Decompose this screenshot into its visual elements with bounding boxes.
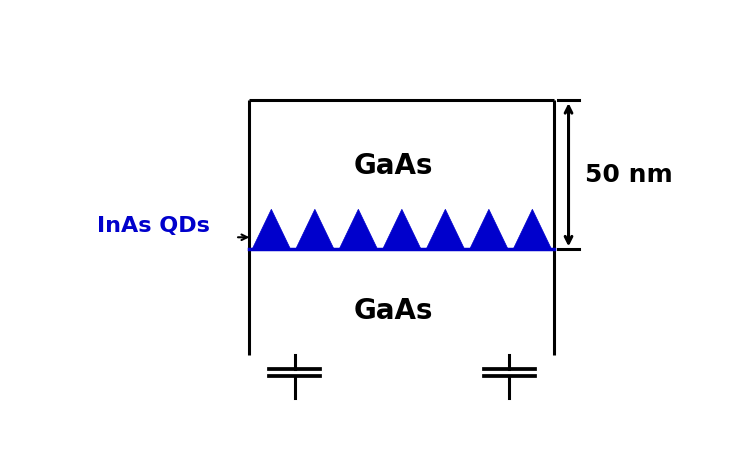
Polygon shape	[383, 209, 421, 249]
Polygon shape	[339, 209, 378, 249]
Polygon shape	[252, 209, 291, 249]
Polygon shape	[296, 209, 334, 249]
Polygon shape	[426, 209, 464, 249]
Polygon shape	[513, 209, 552, 249]
Text: GaAs: GaAs	[354, 152, 433, 180]
Text: InAs QDs: InAs QDs	[97, 216, 210, 236]
Text: GaAs: GaAs	[354, 297, 433, 325]
Text: 50 nm: 50 nm	[585, 163, 673, 187]
Polygon shape	[469, 209, 508, 249]
